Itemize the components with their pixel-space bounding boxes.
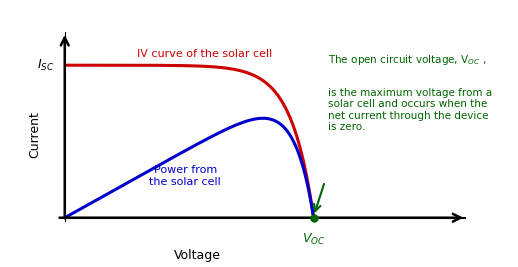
Text: The open circuit voltage, V$_{OC}$ ,: The open circuit voltage, V$_{OC}$ ,: [328, 53, 486, 66]
Text: $V_{OC}$: $V_{OC}$: [302, 232, 325, 247]
Text: Current: Current: [28, 111, 41, 158]
Text: $I_{SC}$: $I_{SC}$: [37, 58, 55, 73]
Text: IV curve of the solar cell: IV curve of the solar cell: [137, 49, 272, 58]
Text: is the maximum voltage from a
solar cell and occurs when the
net current through: is the maximum voltage from a solar cell…: [328, 88, 492, 132]
Text: Voltage: Voltage: [174, 249, 221, 262]
Text: Power from
the solar cell: Power from the solar cell: [149, 165, 221, 187]
